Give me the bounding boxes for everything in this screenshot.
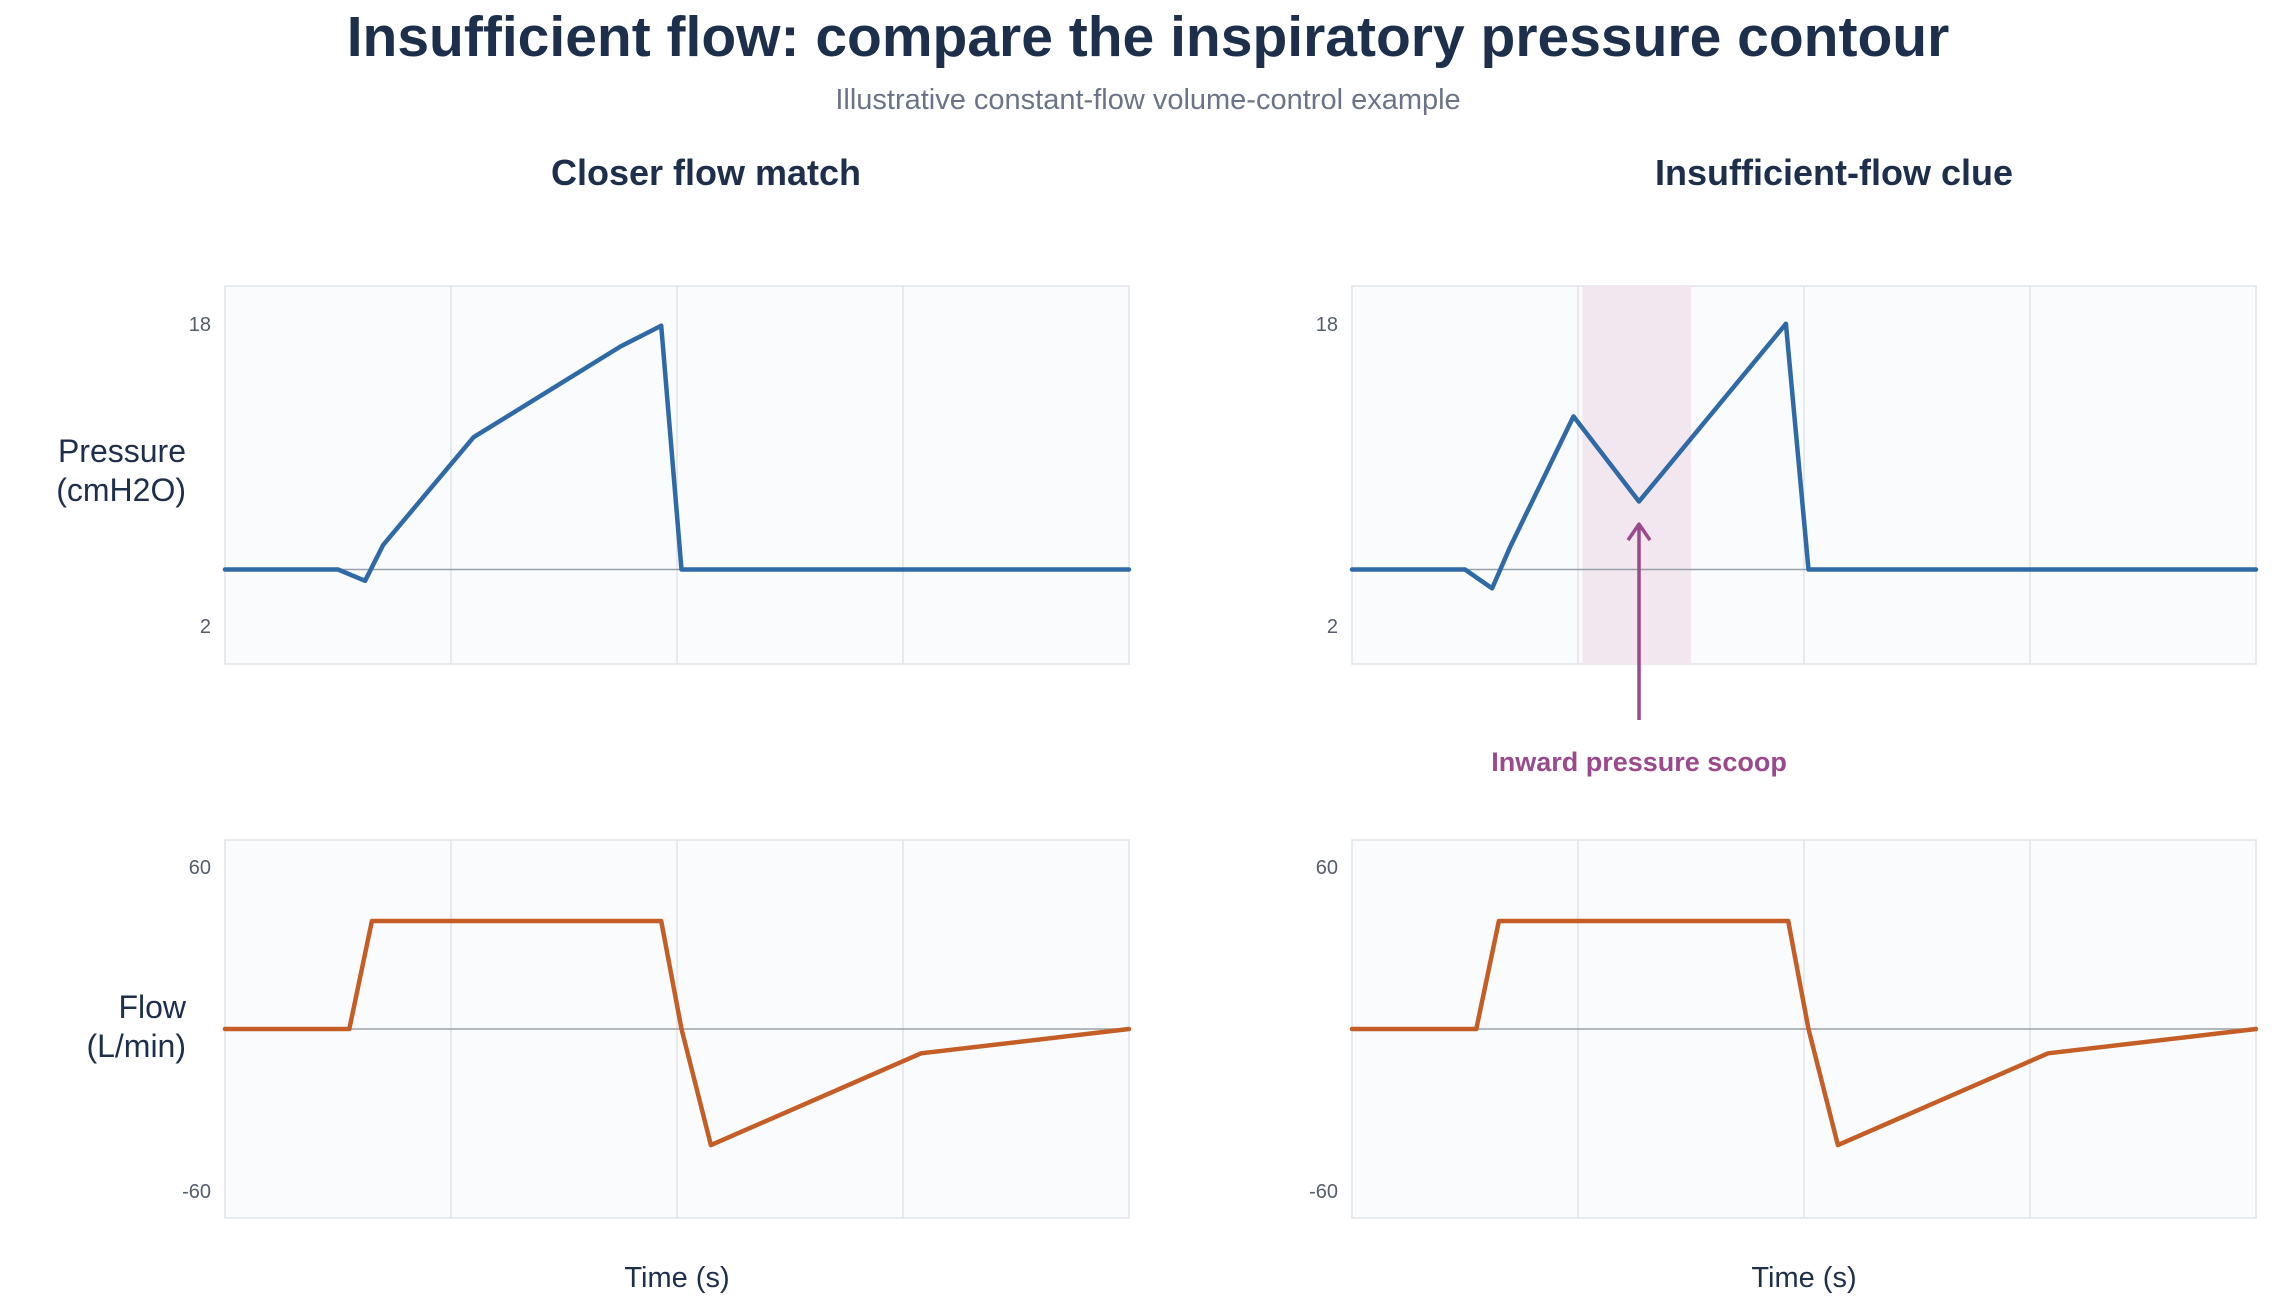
plot-panel-2: 60 -60 <box>182 839 1132 1219</box>
flow-series-line <box>222 918 1132 1148</box>
pressure-series-line <box>1349 321 2259 591</box>
chart-title: Insufficient flow: compare the inspirato… <box>346 5 1950 69</box>
pressure-series-line <box>222 323 1132 584</box>
flow-series-line <box>1349 918 2259 1148</box>
pressure-row-label: Pressure (cmH2O) <box>56 433 186 508</box>
y-tick-label: -60 <box>182 1181 211 1203</box>
y-tick-label: 60 <box>189 857 211 879</box>
panel-title-right: Insufficient-flow clue <box>1654 152 2013 193</box>
y-tick-label: 60 <box>1316 857 1338 879</box>
flow-row-label: Flow (L/min) <box>86 989 186 1064</box>
plot-panel-0: 2 18 <box>189 285 1132 665</box>
annotation-label: Inward pressure scoop <box>1491 747 1787 777</box>
x-axis-label-right: Time (s) <box>1751 1262 1857 1294</box>
y-tick-label: 18 <box>1316 314 1338 336</box>
y-tick-label: 2 <box>1327 616 1338 638</box>
chart-subtitle: Illustrative constant-flow volume-contro… <box>835 84 1461 116</box>
plot-panel-3: 60 -60 <box>1309 839 2259 1219</box>
highlight-band <box>1582 286 1691 664</box>
y-tick-label: 18 <box>189 314 211 336</box>
x-axis-label-left: Time (s) <box>624 1262 730 1294</box>
panel-title-left: Closer flow match <box>550 152 862 193</box>
y-tick-label: -60 <box>1309 1181 1338 1203</box>
plot-panel-1: 2 18 Inward pressure scoop <box>1316 285 2259 777</box>
annotation-arrowhead <box>1626 522 1652 542</box>
y-tick-label: 2 <box>200 616 211 638</box>
